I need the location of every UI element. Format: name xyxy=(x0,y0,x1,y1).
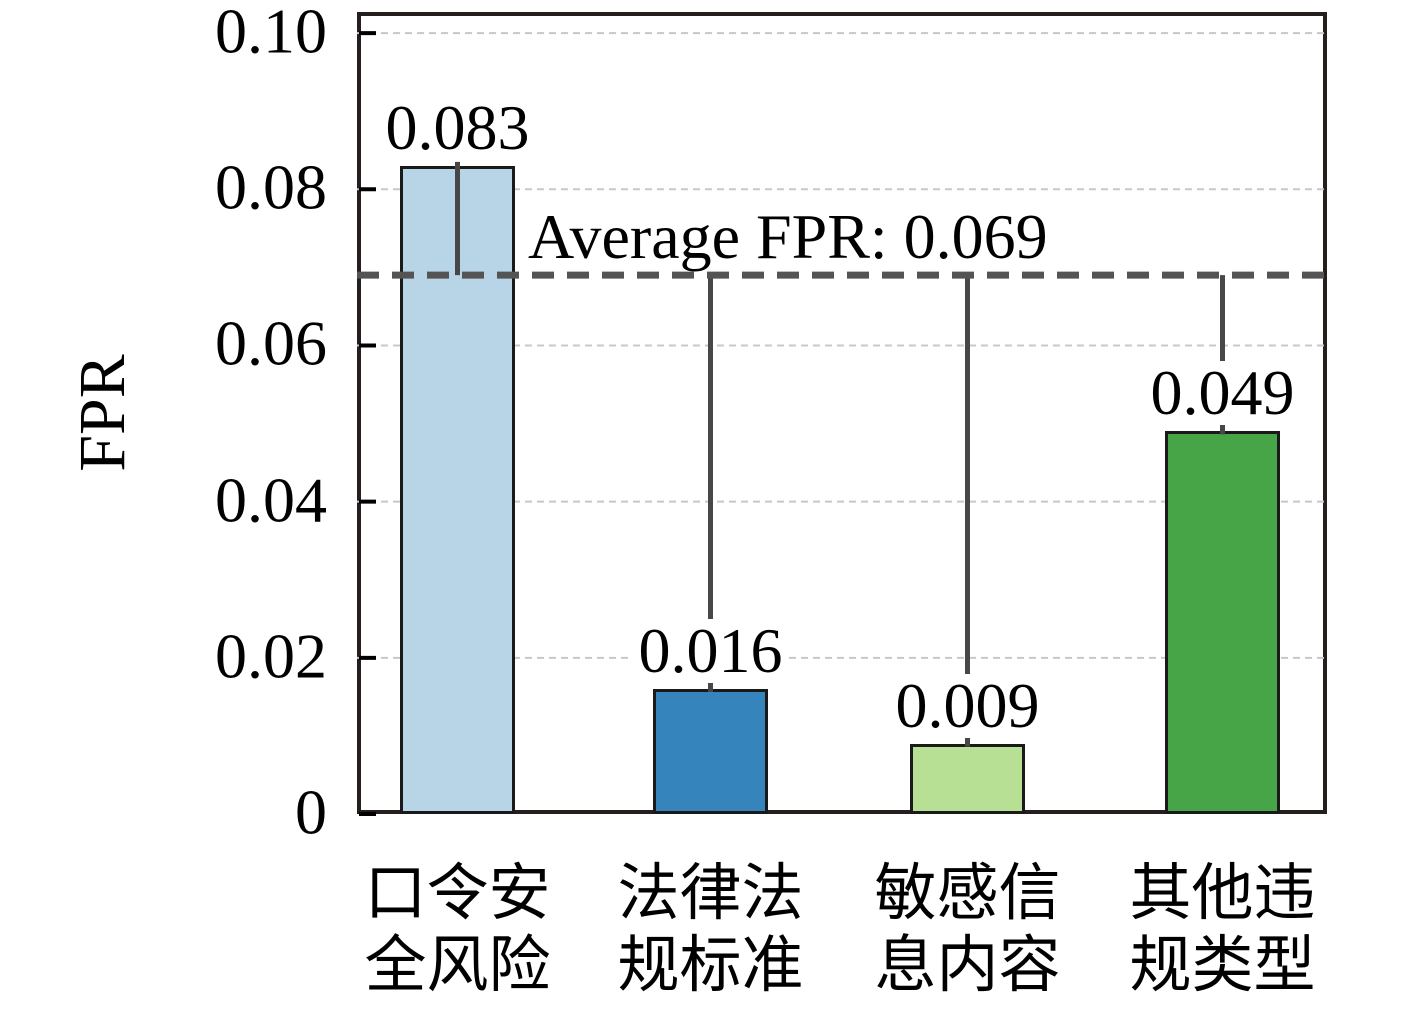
bar-value-label: 0.049 xyxy=(1144,361,1301,426)
bar-法律法规标准 xyxy=(653,689,768,814)
x-category-label-line: 息内容 xyxy=(874,932,1061,1000)
bar-其他违规类型 xyxy=(1165,431,1280,814)
bar-value-label: 0.016 xyxy=(632,619,789,684)
y-tick-label: 0.06 xyxy=(215,308,327,380)
y-tick-label: 0 xyxy=(295,776,327,848)
bar-value-label: 0.083 xyxy=(379,95,536,160)
y-tick-label: 0.10 xyxy=(215,0,327,67)
y-tick-label: 0.08 xyxy=(215,151,327,223)
x-category-label-line: 敏感信 xyxy=(874,860,1061,928)
x-category-label: 法律法 规标准 xyxy=(551,858,871,1002)
plot-frame xyxy=(357,12,1327,814)
x-category-label: 口令安 全风险 xyxy=(298,858,618,1002)
y-tick-label: 0.02 xyxy=(215,620,327,692)
x-category-label-line: 规标准 xyxy=(617,932,804,1000)
average-fpr-annotation: Average FPR: 0.069 xyxy=(528,201,1048,272)
x-category-label-line: 规类型 xyxy=(1129,932,1316,1000)
y-tick-label: 0.04 xyxy=(215,464,327,536)
bar-敏感信息内容 xyxy=(910,743,1025,814)
bar-value-label: 0.009 xyxy=(889,673,1046,738)
x-category-label: 敏感信 息内容 xyxy=(808,858,1128,1002)
x-category-label-line: 口令安 xyxy=(364,860,551,928)
x-category-label: 其他违 规类型 xyxy=(1063,858,1383,1002)
x-category-label-line: 全风险 xyxy=(364,932,551,1000)
x-category-label-line: 法律法 xyxy=(617,860,804,928)
x-category-label-line: 其他违 xyxy=(1129,860,1316,928)
